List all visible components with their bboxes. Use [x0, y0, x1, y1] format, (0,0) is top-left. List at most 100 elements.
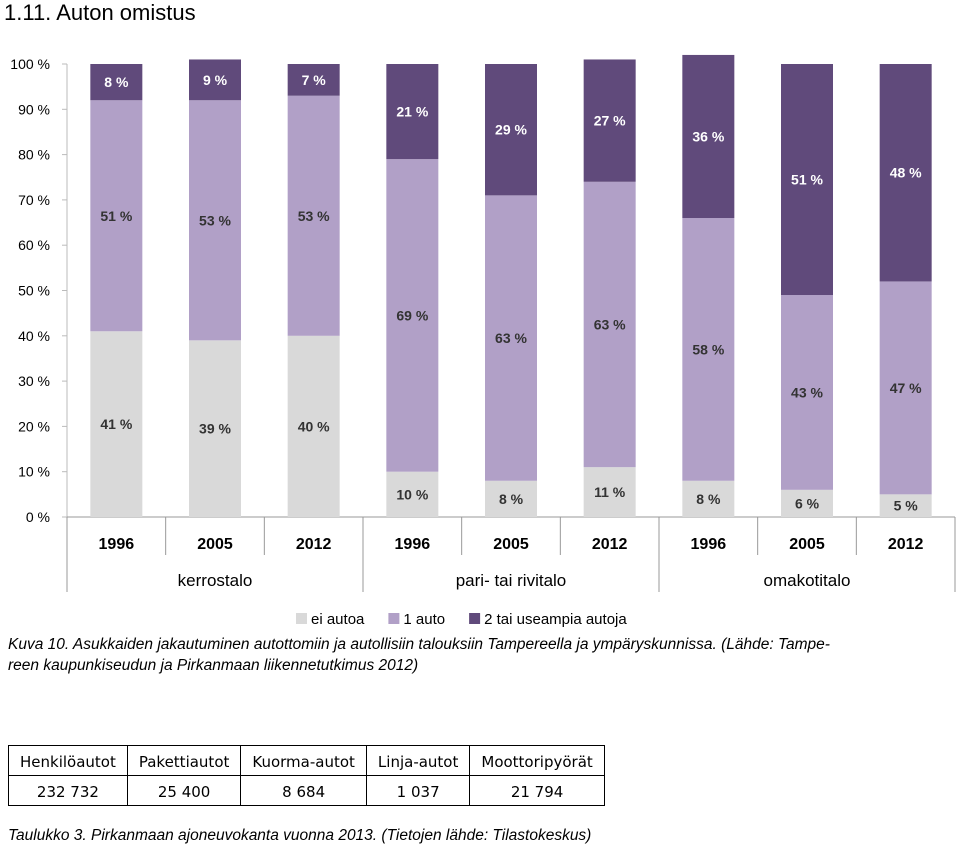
value-label: 69 %: [396, 307, 428, 323]
table-cell: 8 684: [240, 775, 367, 806]
value-label: 47 %: [890, 380, 922, 396]
table-cell: 232 732: [8, 775, 128, 806]
bar-segment: [879, 281, 932, 495]
caption-line: Kuva 10. Asukkaiden jakautuminen autotto…: [8, 636, 830, 653]
y-tick-label: 100 %: [10, 56, 50, 72]
group-label: kerrostalo: [178, 571, 253, 590]
value-label: 43 %: [791, 384, 823, 400]
heading: 1.11. Auton omistus: [4, 0, 196, 25]
value-label: 9 %: [203, 72, 228, 88]
value-label: 27 %: [594, 113, 626, 129]
bar-segment: [682, 480, 735, 517]
value-label: 8 %: [104, 74, 129, 90]
x-tick-label: 2005: [197, 536, 233, 553]
y-tick-label: 90 %: [18, 101, 50, 117]
y-tick-label: 70 %: [18, 192, 50, 208]
bar-segment: [583, 181, 636, 468]
bar-segment: [386, 159, 439, 472]
value-label: 53 %: [298, 208, 330, 224]
value-label: 63 %: [495, 330, 527, 346]
bar-segment: [583, 59, 636, 182]
value-label: 11 %: [594, 484, 626, 500]
x-tick-label: 2012: [888, 536, 924, 553]
legend-label: 2 tai useampia autoja: [484, 611, 627, 628]
group-label: pari- tai rivitalo: [456, 571, 567, 590]
value-label: 21 %: [396, 104, 428, 120]
y-tick-label: 80 %: [18, 147, 50, 163]
table-row: Henkilöautot Pakettiautot Kuorma-autot Linj…: [8, 745, 605, 776]
value-label: 7 %: [302, 72, 327, 88]
x-tick-label: 2005: [789, 536, 825, 553]
bar-segment: [90, 64, 143, 101]
table-caption: Taulukko 3. Pirkanmaan ajoneuvokanta vuo…: [8, 827, 592, 844]
table-row: 232 732 25 400 8 684 1 037 21 794: [8, 775, 605, 806]
bar-segment: [189, 340, 241, 517]
bar-segment: [189, 59, 241, 101]
table-cell: 25 400: [126, 775, 242, 806]
y-tick-label: 10 %: [18, 464, 50, 480]
legend-swatch: [296, 613, 307, 624]
value-label: 29 %: [495, 122, 527, 138]
value-label: 40 %: [298, 418, 330, 434]
bar-segment: [781, 295, 833, 490]
bar-segment: [879, 64, 932, 282]
value-label: 10 %: [396, 486, 428, 502]
y-tick-label: 20 %: [18, 418, 50, 434]
table-cell: Linja-autot: [365, 745, 471, 776]
caption-line: reen kaupunkiseudun ja Pirkanmaan liiken…: [8, 657, 419, 674]
bar-segment: [583, 467, 636, 517]
bar-segment: [386, 64, 439, 160]
x-tick-label: 1996: [691, 536, 727, 553]
table-cell: Pakettiautot: [126, 745, 242, 776]
value-label: 48 %: [890, 165, 922, 181]
value-label: 41 %: [100, 416, 132, 432]
y-tick-label: 50 %: [18, 283, 50, 299]
y-tick-label: 60 %: [18, 237, 50, 253]
value-label: 51 %: [791, 172, 823, 188]
legend-label: 1 auto: [403, 611, 445, 628]
value-label: 39 %: [199, 421, 231, 437]
value-label: 36 %: [692, 128, 724, 144]
bar-segment: [90, 331, 143, 517]
bar-segment: [485, 195, 537, 481]
table-cell: Moottoripyörät: [469, 745, 605, 776]
value-label: 5 %: [894, 498, 919, 514]
legend-swatch: [469, 613, 481, 624]
value-label: 51 %: [100, 208, 132, 224]
value-label: 6 %: [795, 495, 820, 511]
x-tick-label: 2005: [493, 536, 529, 553]
chart: 0 % 10 % 20 % 30 % 40 % 50 % 60 % 70 % 80 % 90 % 1…: [10, 54, 956, 628]
table-cell: 21 794: [469, 775, 605, 806]
bar-segment: [682, 218, 735, 481]
x-tick-label: 1996: [99, 536, 135, 553]
value-label: 53 %: [199, 212, 231, 228]
table-cell: Henkilöautot: [8, 745, 128, 776]
value-label: 63 %: [594, 316, 626, 332]
bar-segment: [287, 335, 340, 517]
bar-segment: [879, 494, 932, 517]
bar-segment: [287, 64, 340, 96]
bar-segment: [287, 95, 340, 336]
y-tick-label: 0 %: [26, 509, 50, 525]
bar-segment: [682, 54, 735, 219]
legend-swatch: [388, 613, 400, 624]
bar-segment: [386, 471, 439, 517]
table-cell: 1 037: [365, 775, 471, 806]
bar-segment: [485, 64, 537, 196]
y-tick-label: 40 %: [18, 328, 50, 344]
bar-segment: [485, 480, 537, 517]
vehicle-table: Henkilöautot Pakettiautot Kuorma-autot Linj…: [8, 745, 605, 806]
x-tick-label: 2012: [592, 536, 628, 553]
x-tick-label: 2012: [296, 536, 332, 553]
value-label: 8 %: [499, 491, 524, 507]
bar-segment: [90, 100, 143, 332]
table-cell: Kuorma-autot: [240, 745, 367, 776]
x-tick-label: 1996: [395, 536, 431, 553]
legend-label: ei autoa: [311, 611, 365, 628]
y-tick-label: 30 %: [18, 373, 50, 389]
group-label: omakotitalo: [764, 571, 851, 590]
value-label: 8 %: [696, 491, 721, 507]
bar-segment: [189, 100, 241, 341]
bar-segment: [781, 64, 833, 296]
